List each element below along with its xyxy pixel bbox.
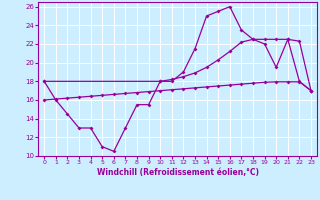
X-axis label: Windchill (Refroidissement éolien,°C): Windchill (Refroidissement éolien,°C) xyxy=(97,168,259,177)
